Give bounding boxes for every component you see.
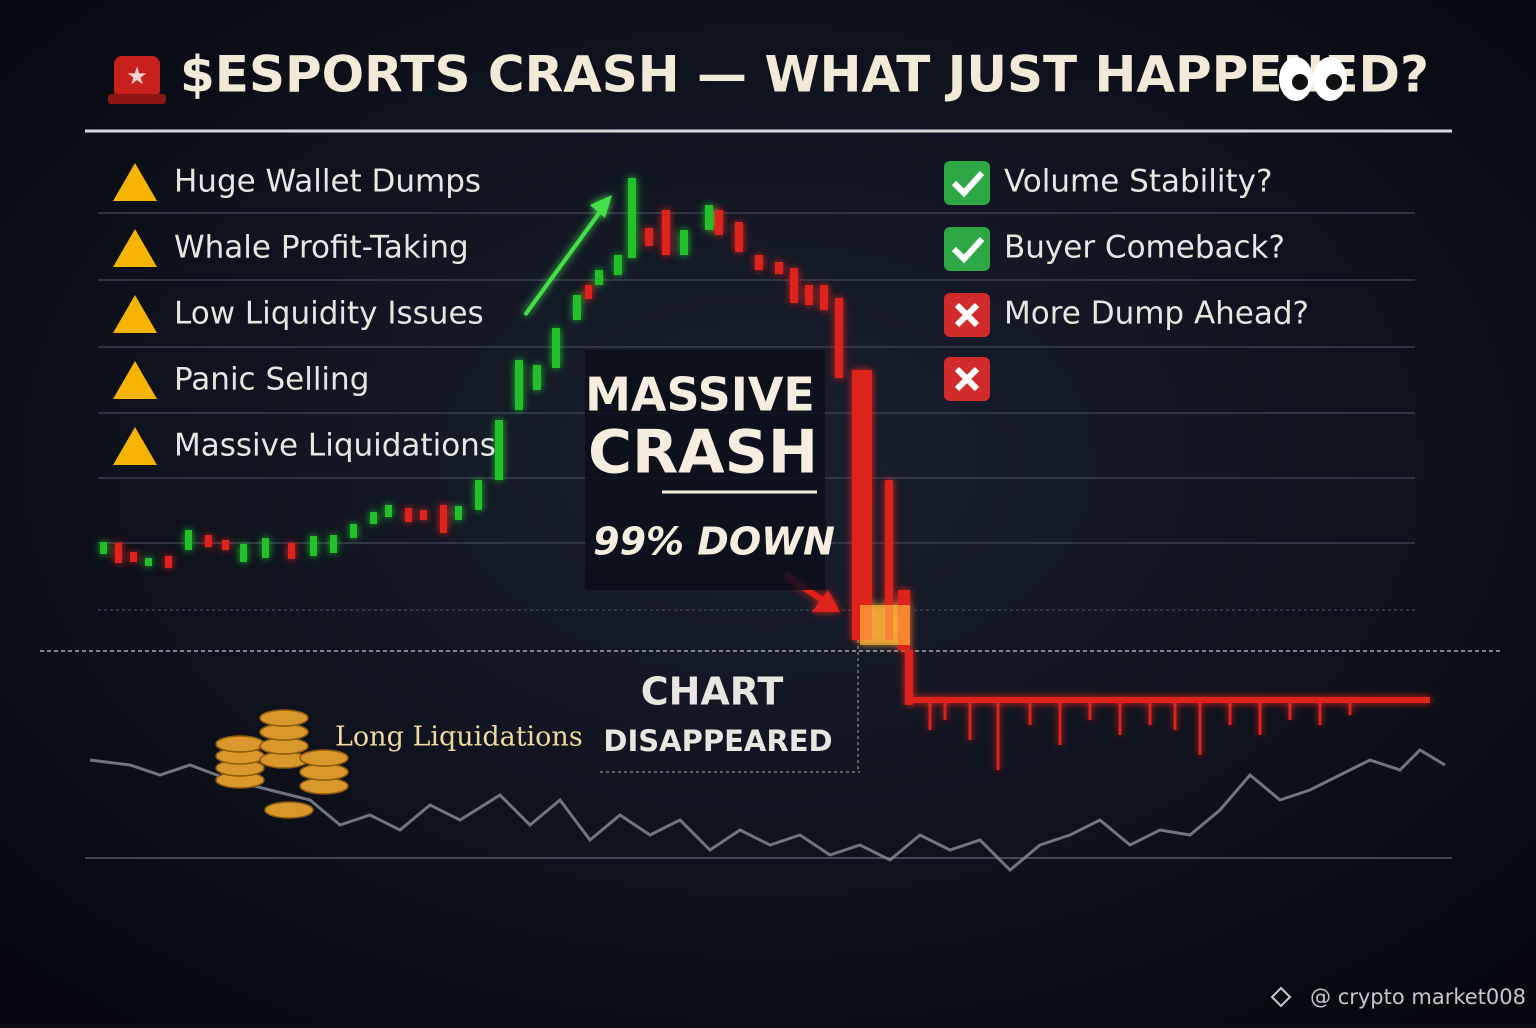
callout-subline: 99% DOWN [593,520,835,564]
watermark: @ crypto market008 [1310,985,1526,1009]
callout-box [585,350,825,590]
status-line: CHART [641,670,784,714]
row-lines [40,212,1500,859]
callout-line: CRASH [588,418,818,488]
title: $ESPORTS CRASH — WHAT JUST HAPPENED? [180,46,1429,104]
left-item: Low Liquidity Issues [174,296,484,332]
eyes-icon [1279,57,1347,101]
watermark-logo [1270,986,1292,1008]
warning-icons [113,163,157,465]
callout-line: MASSIVE [585,368,815,422]
candles [100,178,1430,770]
right-item: Volume Stability? [1004,164,1272,200]
right-item: More Dump Ahead? [1004,296,1309,332]
coins-icon [215,709,349,819]
siren-icon: ★ [108,56,166,104]
left-item: Panic Selling [174,362,369,398]
volume-noise [89,748,1446,873]
liquidation-label: Long Liquidations [335,722,583,753]
left-item: Whale Profit-Taking [174,230,469,266]
status-line: DISAPPEARED [603,724,832,758]
status-icons [944,161,990,401]
svg-text:★: ★ [126,62,148,90]
left-item: Massive Liquidations [174,428,496,464]
left-item: Huge Wallet Dumps [174,164,481,200]
right-item: Buyer Comeback? [1004,230,1285,266]
